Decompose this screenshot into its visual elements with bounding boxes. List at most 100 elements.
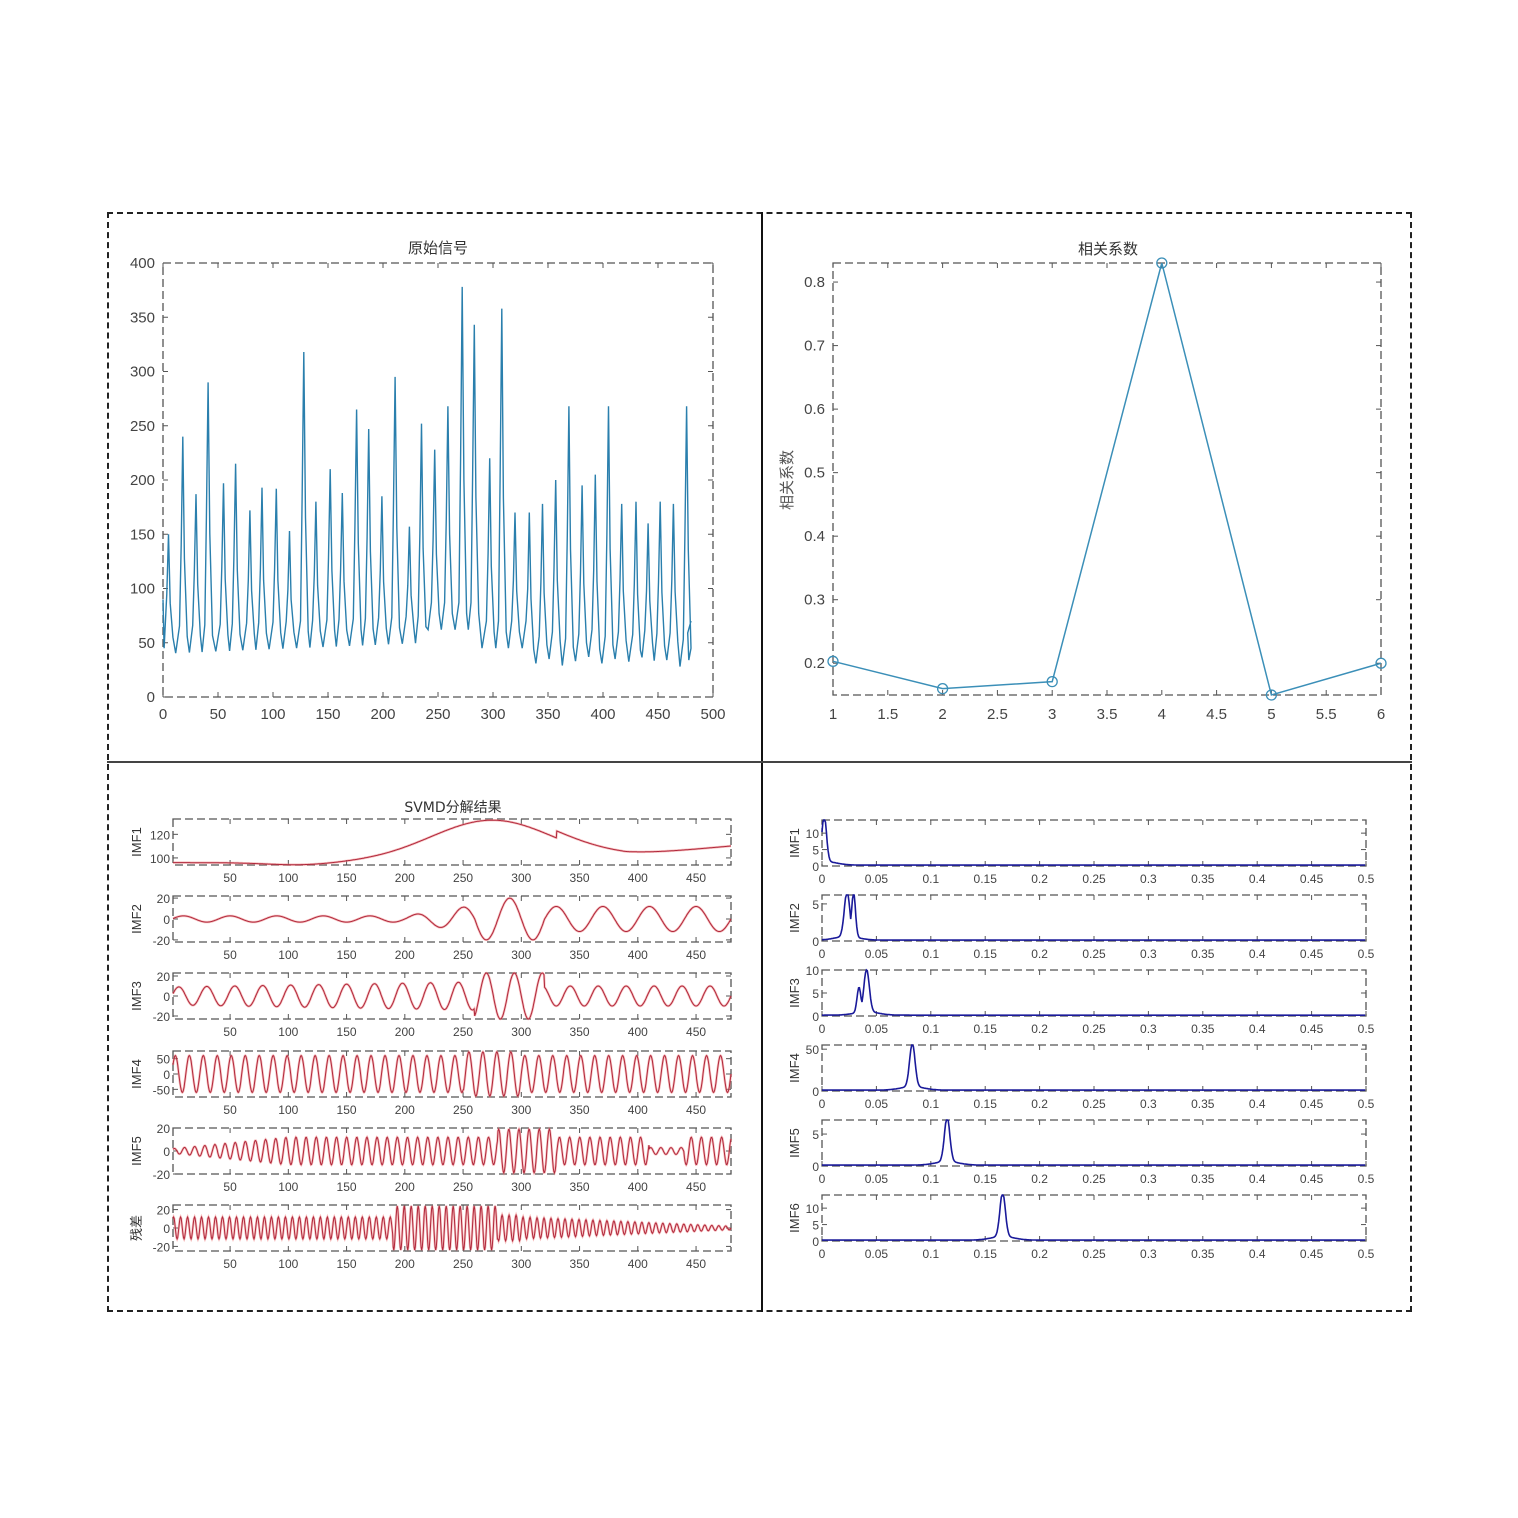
- subplot-y-label: IMF1: [129, 827, 144, 857]
- x-tick-label: 400: [628, 948, 648, 962]
- x-tick-label: 200: [395, 1180, 415, 1194]
- subplot-IMF5: 50 100 150 200 250 300 350 400 450 -20 0 20 IMF5: [129, 1122, 733, 1194]
- x-tick-label: 0.1: [922, 1247, 939, 1261]
- signal-line: [162, 286, 692, 667]
- x-tick-label: 0.05: [865, 1172, 889, 1186]
- x-tick-label: 350: [570, 1103, 590, 1117]
- subplot-IMF2: 50 100 150 200 250 300 350 400 450 -20 0 20 IMF2: [129, 892, 733, 962]
- y-tick-label: 20: [157, 1204, 171, 1218]
- x-tick-label: 0.2: [1031, 1097, 1048, 1111]
- y-tick-label: -20: [153, 1240, 171, 1254]
- y-tick-label: -20: [153, 1168, 171, 1182]
- y-tick-label: 10: [806, 827, 820, 841]
- spectrum-line: [822, 1194, 1366, 1241]
- x-tick-label: 400: [628, 1257, 648, 1271]
- imf-line: [172, 1127, 732, 1175]
- subplot-y-label: IMF1: [787, 828, 802, 858]
- x-tick-label: 50: [223, 1103, 237, 1117]
- y-tick-label: 0: [812, 1235, 819, 1249]
- x-tick-label: 450: [686, 1025, 706, 1039]
- x-tick-label: 100: [278, 1180, 298, 1194]
- y-tick-label: 5: [812, 898, 819, 912]
- x-tick-label: 0.35: [1191, 1097, 1215, 1111]
- x-tick-label: 4: [1158, 706, 1166, 723]
- x-tick-label: 50: [223, 1257, 237, 1271]
- x-tick-label: 0.05: [865, 947, 889, 961]
- y-tick-label: 120: [150, 828, 170, 842]
- y-tick-label: 0.4: [804, 528, 825, 545]
- x-tick-label: 0.4: [1249, 872, 1266, 886]
- y-tick-label: 0.6: [804, 401, 825, 418]
- x-tick-label: 350: [570, 948, 590, 962]
- x-tick-label: 0: [819, 872, 826, 886]
- x-tick-label: 0.4: [1249, 947, 1266, 961]
- y-tick-label: -20: [153, 1010, 171, 1024]
- x-tick-label: 0.35: [1191, 947, 1215, 961]
- x-tick-label: 400: [628, 1025, 648, 1039]
- x-tick-label: 0.45: [1300, 1247, 1324, 1261]
- spectrum-line: [822, 968, 1366, 1016]
- x-tick-label: 150: [337, 871, 357, 885]
- x-tick-label: 1: [829, 706, 837, 723]
- x-tick-label: 0.05: [865, 1247, 889, 1261]
- spectrum-subplot-IMF6: 0 0.05 0.1 0.15 0.2 0.25 0.3 0.35 0.4 0.45 0.50510…: [787, 1194, 1375, 1261]
- x-tick-label: 100: [278, 948, 298, 962]
- axes-box: [821, 894, 1367, 942]
- x-tick-label: 0.2: [1031, 1022, 1048, 1036]
- axes-box: [172, 818, 732, 866]
- axes-box: [821, 1194, 1367, 1242]
- x-tick-label: 100: [278, 871, 298, 885]
- x-tick-label: 400: [628, 1103, 648, 1117]
- axes-box: [821, 819, 1367, 867]
- y-tick-label: 0: [163, 990, 170, 1004]
- y-tick-label: 350: [130, 309, 155, 326]
- x-tick-label: 200: [395, 1257, 415, 1271]
- y-tick-label: 5: [812, 844, 819, 858]
- x-tick-label: 6: [1377, 706, 1385, 723]
- x-tick-label: 450: [686, 1180, 706, 1194]
- x-tick-label: 50: [223, 1180, 237, 1194]
- x-tick-label: 0.25: [1082, 947, 1106, 961]
- subplot-残差: 50 100 150 200 250 300 350 400 450 -20 0 20 残差: [129, 1204, 732, 1271]
- x-tick-label: 0.5: [1358, 1172, 1375, 1186]
- subplot-y-label: IMF3: [129, 981, 144, 1011]
- x-tick-label: 0.15: [974, 1247, 998, 1261]
- imf-line: [172, 1205, 732, 1251]
- x-tick-label: 0.2: [1031, 1172, 1048, 1186]
- spectrum-line: [822, 894, 1366, 941]
- x-tick-label: 0.3: [1140, 947, 1157, 961]
- x-tick-label: 350: [570, 1180, 590, 1194]
- y-tick-label: 150: [130, 526, 155, 543]
- y-tick-label: 100: [150, 852, 170, 866]
- subplot-IMF1: 50 100 150 200 250 300 350 400 450 100 120 IMF1: [129, 818, 732, 885]
- x-tick-label: 0: [819, 1097, 826, 1111]
- chart-title: 相关系数: [1078, 240, 1138, 258]
- x-tick-label: 250: [453, 1180, 473, 1194]
- x-tick-label: 0.35: [1191, 1172, 1215, 1186]
- x-tick-label: 0.3: [1140, 872, 1157, 886]
- x-tick-label: 0.2: [1031, 1247, 1048, 1261]
- x-tick-label: 250: [453, 948, 473, 962]
- x-tick-label: 0.5: [1358, 1097, 1375, 1111]
- x-tick-label: 0.3: [1140, 1172, 1157, 1186]
- y-tick-label: 0.7: [804, 338, 825, 355]
- x-tick-label: 100: [278, 1025, 298, 1039]
- y-tick-label: 0: [812, 860, 819, 874]
- x-tick-label: 250: [453, 871, 473, 885]
- subplot-y-label: 残差: [129, 1215, 144, 1241]
- x-tick-label: 0.2: [1031, 872, 1048, 886]
- y-tick-label: 0.2: [804, 655, 825, 672]
- x-tick-label: 3: [1048, 706, 1056, 723]
- axes-box: [821, 1119, 1367, 1167]
- y-tick-label: 20: [157, 1122, 171, 1136]
- x-tick-label: 300: [511, 1103, 531, 1117]
- x-tick-label: 300: [511, 1257, 531, 1271]
- x-tick-label: 50: [223, 948, 237, 962]
- x-tick-label: 0.15: [974, 947, 998, 961]
- x-tick-label: 0.4: [1249, 1097, 1266, 1111]
- data-point-marker: [827, 655, 839, 667]
- x-tick-label: 50: [223, 871, 237, 885]
